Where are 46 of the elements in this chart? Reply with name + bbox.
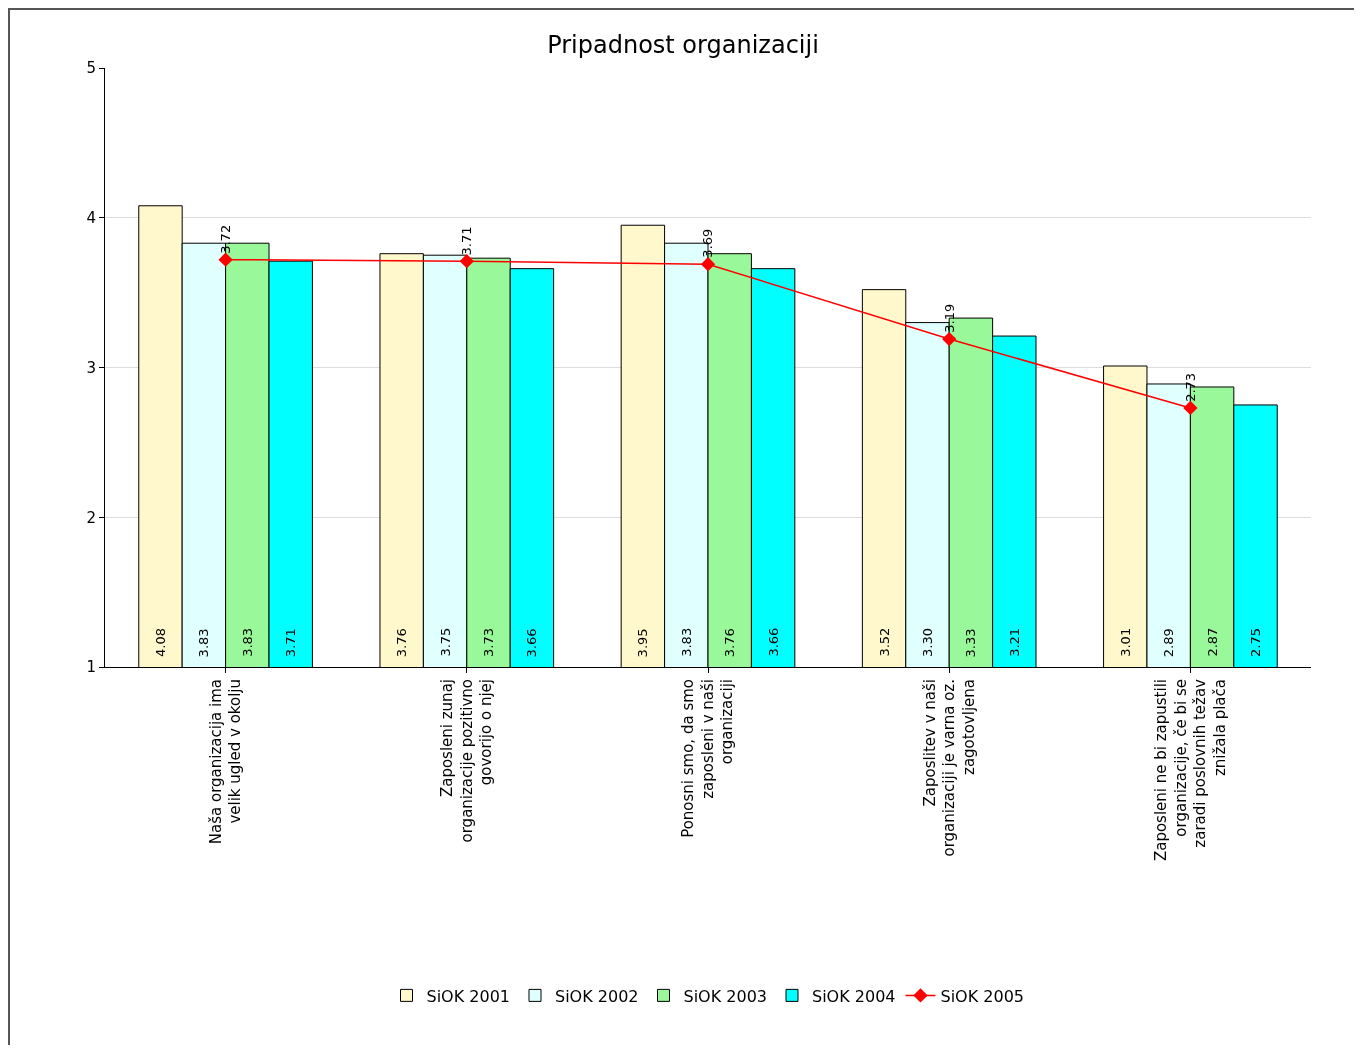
data-label: 3.66 [524,628,540,658]
data-label: 3.71 [459,226,475,256]
data-label: 3.69 [700,228,716,258]
data-label: 3.71 [283,628,299,658]
data-label: 3.52 [876,627,892,657]
x-tick-label: Ponosni smo, da smo zaposleni v naši organizaciji [679,679,737,838]
legend-label: SiOK 2004 [812,986,896,1006]
data-label: 3.75 [437,627,453,657]
data-label: 3.83 [678,627,694,657]
x-tick-label: Naša organizacija ima velik ugled v okolju [206,679,245,845]
x-tick-label: Zaposleni ne bi zapustili organizacije, če bi se zaradi poslovnih težav znižala plača [1152,678,1229,862]
y-tick-label: 4 [86,209,96,227]
x-tick-label: Zaposlitev v naši organizaciji je varna oz. zagotovljena [920,679,978,857]
data-label: 3.33 [963,628,979,658]
data-label: 2.87 [1204,627,1220,657]
y-tick-label: 2 [86,508,96,527]
data-label: 3.30 [919,628,935,657]
legend-label: SiOK 2001 [426,986,510,1006]
y-tick-label: 5 [86,59,96,78]
data-label: 3.72 [218,224,234,254]
chart-title: Pripadnost organizaciji [547,30,819,59]
point [700,257,716,272]
y-tick-label: 3 [86,358,96,377]
data-label: 2.73 [1182,372,1198,402]
data-label: 3.76 [722,628,738,658]
data-label: 3.66 [765,627,781,657]
legend-label: SiOK 2002 [555,986,639,1006]
data-label: 3.95 [635,628,651,658]
data-label: 3.21 [1006,627,1022,657]
data-label: 3.76 [394,628,410,658]
point [942,331,957,347]
data-label: 3.01 [1117,627,1133,657]
legend-label: SiOK 2003 [683,986,767,1006]
y-tick-label: 1 [86,658,96,677]
data-label: 4.08 [152,628,168,657]
data-label: 3.83 [196,628,212,658]
data-label: 3.83 [239,627,255,657]
data-label: 2.89 [1161,628,1177,658]
point [1183,400,1198,416]
data-label: 3.73 [481,628,497,658]
data-label: 3.19 [941,303,957,333]
x-tick-label: Zaposleni zunaj organizacije pozitivno govorijo o njej [438,679,496,843]
point [459,254,474,269]
data-label: 2.75 [1248,628,1264,658]
point [218,252,233,267]
legend-label: SiOK 2005 [940,986,1024,1006]
